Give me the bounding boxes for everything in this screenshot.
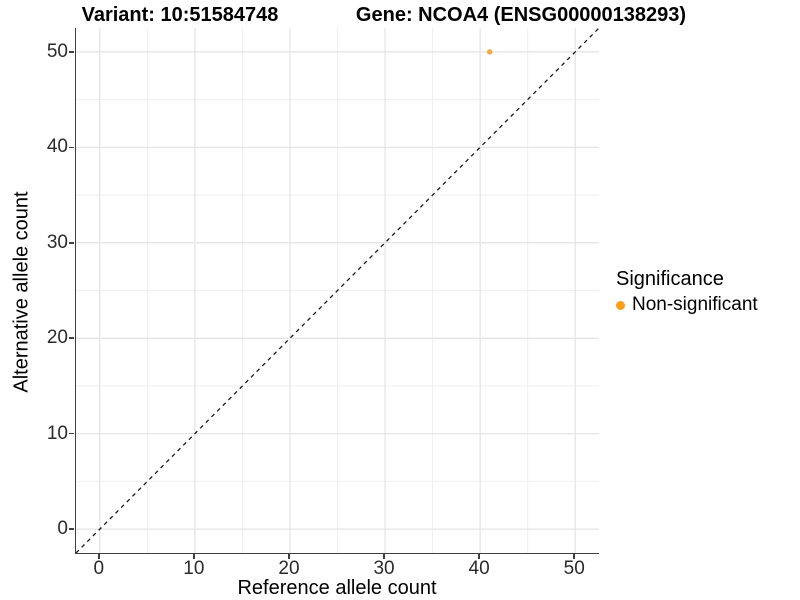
x-tick-label: 40 <box>468 558 490 579</box>
y-tick-label: 50 <box>46 40 68 62</box>
x-axis-title: Reference allele count <box>237 577 437 599</box>
x-tick-mark <box>383 554 385 559</box>
x-tick-mark <box>98 554 100 559</box>
y-tick-label: 0 <box>57 518 68 540</box>
x-tick-label: 0 <box>93 558 105 579</box>
legend: Significance Non-significant <box>616 268 758 316</box>
y-tick-mark <box>69 146 74 149</box>
x-tick-label: 20 <box>278 558 300 579</box>
data-point <box>486 49 493 55</box>
y-tick-label: 30 <box>46 231 68 253</box>
legend-title: Significance <box>616 268 724 290</box>
y-tick-mark <box>69 51 74 53</box>
legend-dot-icon <box>616 300 625 310</box>
y-tick-mark <box>69 528 74 530</box>
gene-title: Gene: NCOA4 (ENSG00000138293) <box>355 4 687 26</box>
plot-canvas <box>76 28 599 553</box>
y-tick-label: 20 <box>46 327 68 349</box>
x-tick-mark <box>573 554 575 559</box>
y-tick-label: 10 <box>46 422 68 444</box>
plot-panel <box>75 28 599 554</box>
x-tick-mark <box>193 554 195 559</box>
variant-title: Variant: 10:51584748 <box>81 4 279 26</box>
x-tick-mark <box>478 554 480 559</box>
y-tick-label: 40 <box>46 136 68 158</box>
identity-line <box>76 28 599 553</box>
y-tick-mark <box>69 337 74 339</box>
legend-item-label: Non-significant <box>632 294 758 315</box>
x-tick-label: 50 <box>563 558 585 579</box>
y-tick-mark <box>69 242 74 244</box>
y-axis-title: Alternative allele count <box>10 191 33 393</box>
x-tick-label: 30 <box>373 558 395 579</box>
x-tick-label: 10 <box>183 558 205 579</box>
y-tick-mark <box>69 432 74 435</box>
legend-item-non-significant: Non-significant <box>616 294 758 316</box>
x-tick-mark <box>288 554 290 559</box>
